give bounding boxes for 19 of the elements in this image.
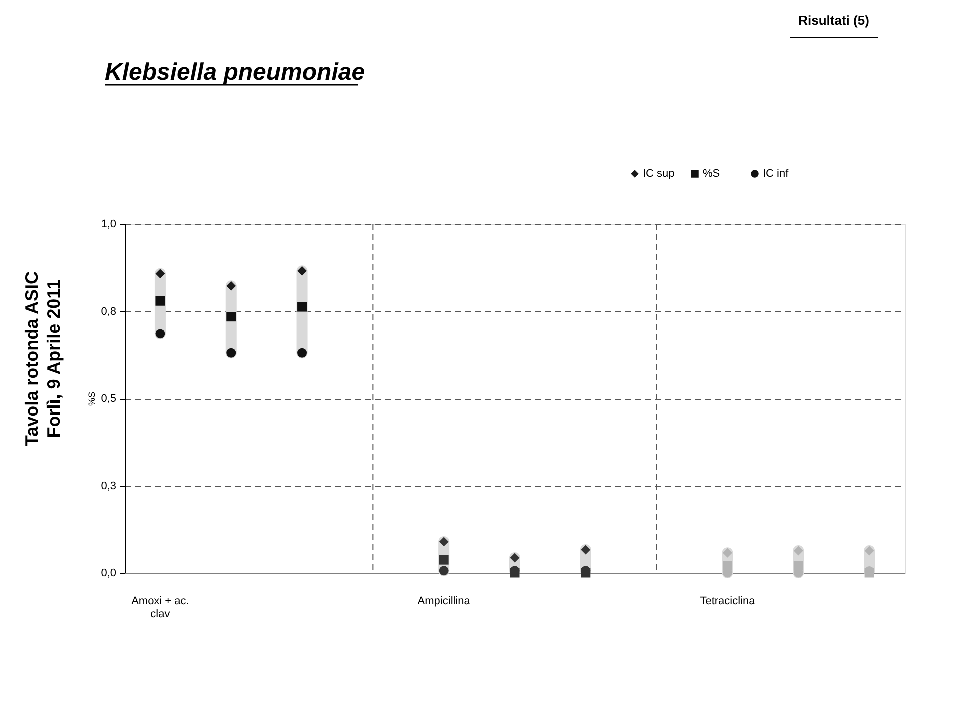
text: Forlì, 9 Aprile 2011: [44, 280, 64, 438]
x-tick-label: Ampicillina: [418, 596, 472, 608]
y-axis-title: %S: [87, 392, 98, 406]
point: [298, 266, 308, 276]
y-tick-label: 0,0: [101, 568, 116, 580]
legend-label: IC sup: [643, 168, 675, 180]
legend-label: IC inf: [763, 168, 790, 180]
point: [156, 269, 166, 279]
y-tick-label: 0,3: [101, 480, 116, 492]
legend-label: %S: [703, 168, 720, 180]
x-tick-label: Amoxi + ac. clav: [132, 596, 190, 620]
x-tick-label: Tetraciclina: [700, 596, 756, 608]
y-tick-label: 1,0: [101, 218, 116, 230]
y-tick-label: 0,8: [101, 306, 116, 318]
chart-title: Klebsiella pneumoniae: [105, 59, 366, 86]
point: [226, 281, 236, 291]
text: Tavola rotonda ASIC: [22, 271, 42, 447]
text: Risultati (5): [798, 13, 870, 28]
y-tick-label: 0,5: [101, 393, 116, 405]
